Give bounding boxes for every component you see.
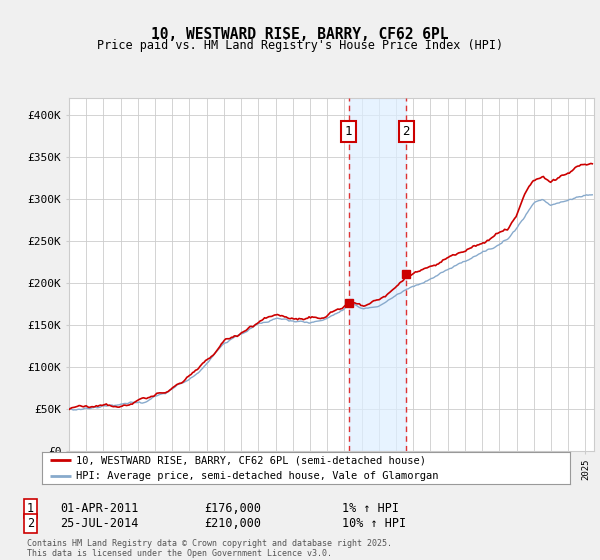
Text: 1: 1 bbox=[27, 502, 34, 515]
Text: 10% ↑ HPI: 10% ↑ HPI bbox=[342, 517, 406, 530]
Text: HPI: Average price, semi-detached house, Vale of Glamorgan: HPI: Average price, semi-detached house,… bbox=[76, 472, 439, 481]
Text: £176,000: £176,000 bbox=[204, 502, 261, 515]
Text: Contains HM Land Registry data © Crown copyright and database right 2025.: Contains HM Land Registry data © Crown c… bbox=[27, 539, 392, 548]
Text: 01-APR-2011: 01-APR-2011 bbox=[60, 502, 139, 515]
Text: Price paid vs. HM Land Registry's House Price Index (HPI): Price paid vs. HM Land Registry's House … bbox=[97, 39, 503, 52]
Text: 1: 1 bbox=[345, 125, 352, 138]
Text: £210,000: £210,000 bbox=[204, 517, 261, 530]
Text: 2: 2 bbox=[402, 125, 410, 138]
Text: 25-JUL-2014: 25-JUL-2014 bbox=[60, 517, 139, 530]
Text: 1% ↑ HPI: 1% ↑ HPI bbox=[342, 502, 399, 515]
Text: 10, WESTWARD RISE, BARRY, CF62 6PL (semi-detached house): 10, WESTWARD RISE, BARRY, CF62 6PL (semi… bbox=[76, 455, 427, 465]
Text: 10, WESTWARD RISE, BARRY, CF62 6PL: 10, WESTWARD RISE, BARRY, CF62 6PL bbox=[151, 27, 449, 42]
Text: 2: 2 bbox=[27, 517, 34, 530]
Bar bbox=[349, 98, 406, 451]
Text: This data is licensed under the Open Government Licence v3.0.: This data is licensed under the Open Gov… bbox=[27, 549, 332, 558]
